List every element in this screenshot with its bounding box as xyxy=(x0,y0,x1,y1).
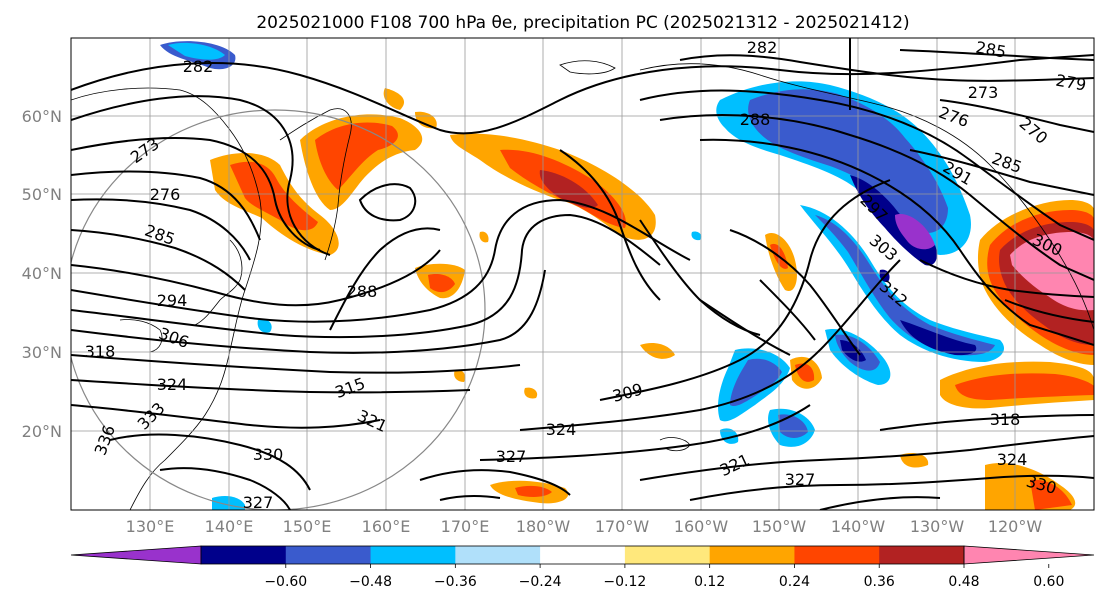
map-frame xyxy=(70,37,1095,511)
colorbar-tick-label: −0.24 xyxy=(519,574,562,590)
contour-label: 285 xyxy=(974,38,1007,62)
precip-shading xyxy=(160,41,1094,510)
lon-label: 160°E xyxy=(362,517,411,536)
gridlines xyxy=(71,38,1094,510)
contour-label: 330 xyxy=(253,445,284,464)
colorbar-bin xyxy=(285,546,372,564)
colorbar-tick-label: 0.24 xyxy=(779,574,810,590)
lon-label: 130°W xyxy=(910,517,965,536)
contour-label: 294 xyxy=(157,291,188,310)
colorbar-bin xyxy=(794,546,880,564)
colorbar-bin xyxy=(201,546,287,564)
lat-label: 40°N xyxy=(22,264,62,283)
colorbar-bin xyxy=(879,546,965,564)
region-outline xyxy=(71,109,486,510)
colorbar-tick-label: −0.12 xyxy=(603,574,646,590)
lon-label: 130°E xyxy=(126,517,175,536)
contour-label: 327 xyxy=(785,470,816,489)
map-panel: 282 273 276 285 294 306 318 324 333 336 … xyxy=(70,37,1095,512)
colorbar-extend-min xyxy=(70,545,202,565)
colorbar-bin xyxy=(370,546,456,564)
lon-label: 120°W xyxy=(988,517,1043,536)
colorbar-tick-label: 0.36 xyxy=(864,574,895,590)
colorbar-bin xyxy=(709,546,795,564)
lon-label: 140°E xyxy=(205,517,254,536)
colorbar-tick-label: 0.12 xyxy=(694,574,725,590)
colorbar-tick-label: −0.36 xyxy=(434,574,477,590)
contour-label: 282 xyxy=(747,38,778,57)
lat-label: 60°N xyxy=(22,107,62,126)
lon-label: 170°W xyxy=(595,517,650,536)
colorbar-bin xyxy=(624,546,711,564)
contour-label: 324 xyxy=(157,375,188,394)
contour-label: 273 xyxy=(968,83,999,102)
contour-label: 324 xyxy=(546,420,577,439)
contour-label: 324 xyxy=(997,450,1028,469)
colorbar-tick-label: 0.60 xyxy=(1033,574,1064,590)
colorbar-tick-label: −0.60 xyxy=(264,574,307,590)
contour-label: 288 xyxy=(740,110,771,129)
lon-label: 170°E xyxy=(441,517,490,536)
figure-title: 2025021000 F108 700 hPa θe, precipitatio… xyxy=(256,13,909,33)
lon-label: 160°W xyxy=(674,517,729,536)
lon-label: 140°W xyxy=(831,517,886,536)
colorbar-bin xyxy=(455,546,541,564)
longitude-labels: 130°E 140°E 150°E 160°E 170°E 180°W 170°… xyxy=(126,517,1043,536)
contour-label: 327 xyxy=(496,447,527,466)
lat-label: 20°N xyxy=(22,422,62,441)
contour-label: 327 xyxy=(243,493,274,512)
lon-label: 180°W xyxy=(516,517,571,536)
colorbar-extend-max xyxy=(963,545,1095,565)
lat-label: 50°N xyxy=(22,185,62,204)
contour-label: 318 xyxy=(85,342,116,361)
contour-label: 318 xyxy=(990,410,1021,429)
colorbar: −0.60 −0.48 −0.36 −0.24 −0.12 0.12 0.24 0.36 0.4… xyxy=(70,545,1095,590)
colorbar-tick-label: 0.48 xyxy=(948,574,979,590)
coastlines xyxy=(71,60,1094,510)
colorbar-frame xyxy=(200,545,965,565)
contour-label: 288 xyxy=(347,282,378,301)
contour-label: 276 xyxy=(150,185,181,204)
latitude-labels: 60°N 50°N 40°N 30°N 20°N xyxy=(22,107,62,441)
theta-e-contours xyxy=(71,38,1094,510)
lon-label: 150°E xyxy=(283,517,332,536)
colorbar-bin xyxy=(540,546,626,564)
colorbar-tick-label: −0.48 xyxy=(349,574,392,590)
contour-label: 282 xyxy=(183,57,214,76)
lon-label: 150°W xyxy=(752,517,807,536)
lat-label: 30°N xyxy=(22,343,62,362)
